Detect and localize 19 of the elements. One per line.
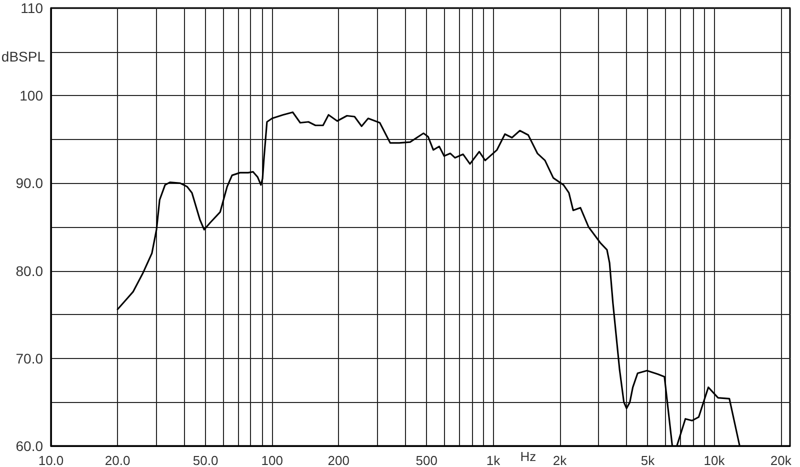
x-tick-label: 2k bbox=[552, 453, 568, 467]
x-tick-label: 100 bbox=[261, 453, 283, 467]
x-tick-label: 50.0 bbox=[192, 453, 218, 467]
x-tick-label: 10k bbox=[704, 453, 726, 467]
y-tick-label: 80.0 bbox=[16, 262, 44, 279]
y-tick-label: 90.0 bbox=[16, 175, 44, 192]
x-tick-label: 10.0 bbox=[38, 453, 64, 467]
y-tick-label: 70.0 bbox=[16, 350, 44, 366]
y-tick-label: 100 bbox=[20, 88, 44, 104]
x-tick-label: 1k bbox=[486, 453, 501, 467]
x-tick-label: 20k bbox=[770, 453, 792, 467]
x-tick-label: 20.0 bbox=[104, 453, 130, 467]
x-axis-title: Hz bbox=[520, 449, 536, 464]
y-tick-label: 110 bbox=[20, 0, 44, 16]
y-axis-title: dBSPL bbox=[1, 48, 46, 65]
y-tick-label: 60.0 bbox=[16, 438, 44, 454]
x-tick-label: 200 bbox=[328, 453, 350, 467]
x-tick-label: 5k bbox=[640, 453, 656, 467]
x-tick-label: 500 bbox=[416, 453, 438, 467]
